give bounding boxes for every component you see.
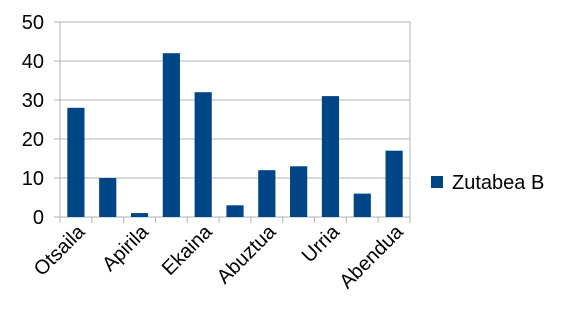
bar — [99, 178, 117, 217]
bar — [130, 213, 149, 217]
bar — [194, 92, 212, 217]
y-tick-label: 50 — [22, 12, 44, 34]
x-tick-label: Abendua — [335, 220, 408, 293]
bar — [226, 205, 244, 217]
x-tick-label: Urria — [298, 220, 345, 267]
y-tick-label: 30 — [22, 90, 44, 112]
bar — [258, 170, 276, 217]
legend-swatch — [431, 176, 443, 188]
bar — [162, 53, 180, 218]
bar — [321, 96, 340, 217]
y-tick-label: 10 — [22, 168, 44, 190]
bar — [290, 166, 308, 217]
y-tick-label: 20 — [22, 129, 44, 151]
bar — [67, 107, 85, 217]
legend-label: Zutabea B — [452, 172, 544, 194]
bar — [385, 150, 403, 217]
x-tick-label: Apirila — [98, 220, 153, 275]
bar — [353, 193, 371, 217]
x-tick-label: Otsaila — [30, 220, 90, 280]
x-tick-label: Abuztua — [213, 220, 281, 288]
y-tick-label: 0 — [33, 207, 44, 229]
y-tick-label: 40 — [22, 51, 44, 73]
x-tick-label: Ekaina — [158, 220, 217, 279]
